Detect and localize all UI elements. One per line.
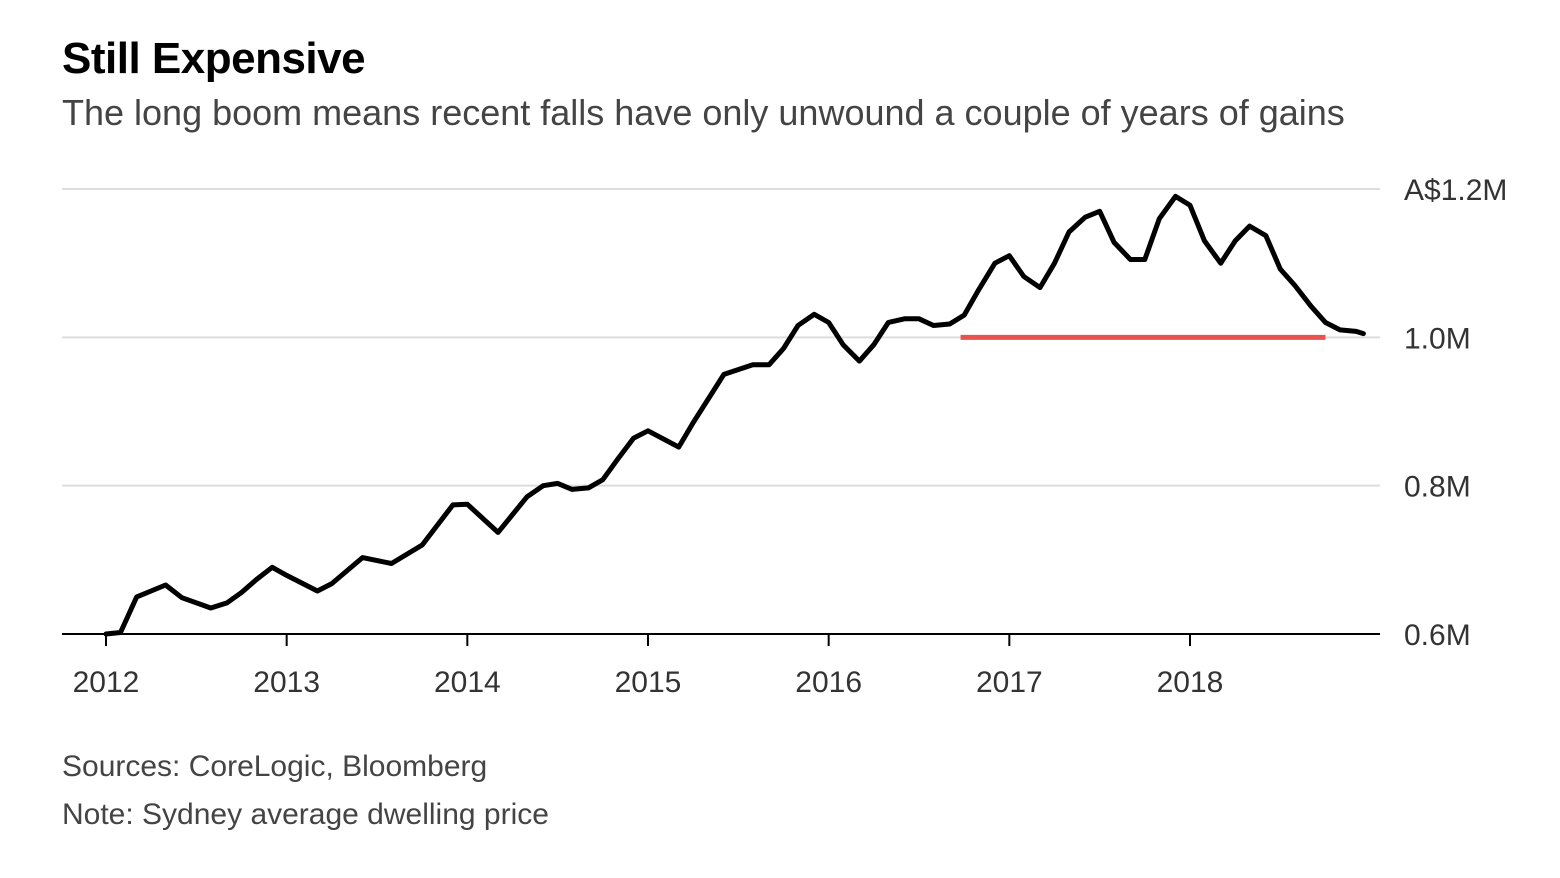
x-tick-label: 2015	[615, 666, 682, 699]
footnote: Note: Sydney average dwelling price	[62, 798, 549, 831]
chart-title: Still Expensive	[62, 34, 366, 83]
x-tick-label: 2018	[1157, 666, 1224, 699]
x-tick-label: 2013	[253, 666, 320, 699]
y-tick-label: 1.0M	[1404, 322, 1471, 355]
x-axis: 2012 2013 2014 2015 2016 2017 2018	[62, 633, 1380, 699]
series-layer	[103, 193, 1366, 637]
x-tick-label: 2012	[73, 666, 140, 699]
x-tick-label: 2016	[795, 666, 862, 699]
y-tick-label: 0.6M	[1404, 619, 1471, 652]
chart-subtitle: The long boom means recent falls have on…	[62, 92, 1345, 133]
sources-note: Sources: CoreLogic, Bloomberg	[62, 750, 488, 783]
y-tick-label: A$1.2M	[1404, 174, 1507, 207]
x-tick-label: 2017	[976, 666, 1043, 699]
series-line	[103, 193, 1366, 637]
x-tick-label: 2014	[434, 666, 501, 699]
y-axis: 0.6M 0.8M 1.0M A$1.2M	[1404, 174, 1507, 652]
y-tick-label: 0.8M	[1404, 471, 1471, 504]
